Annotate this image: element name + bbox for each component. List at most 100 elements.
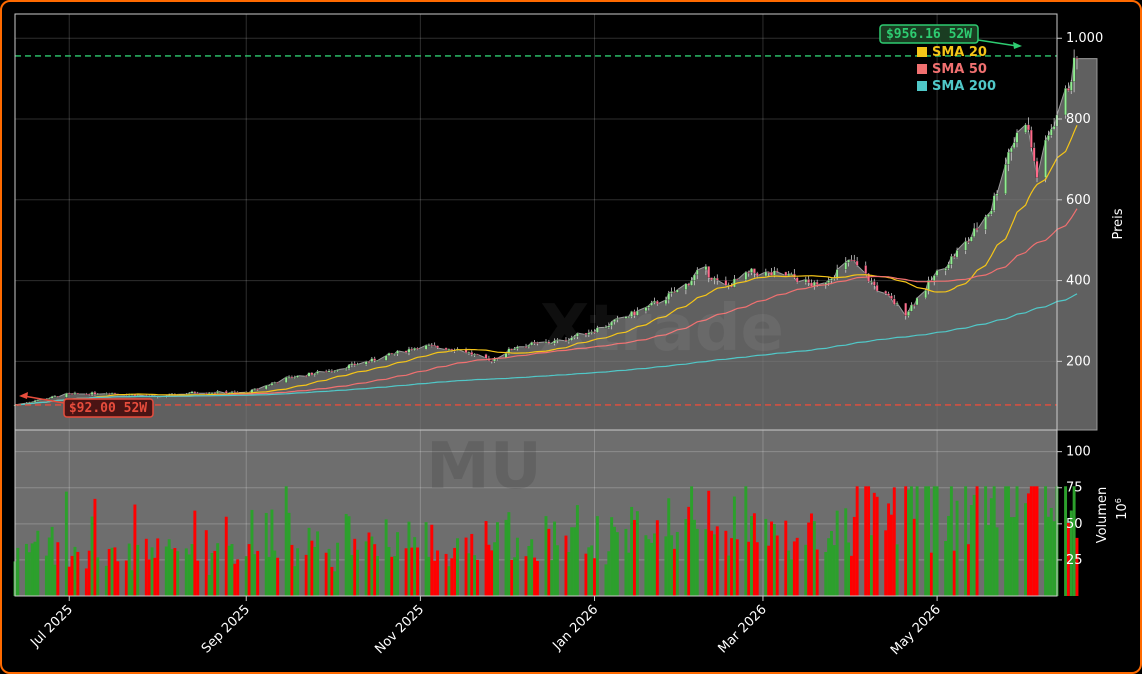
volume-bar [607, 551, 611, 596]
candle-body [436, 345, 439, 349]
candle-body [967, 241, 970, 243]
volume-bar [909, 486, 913, 596]
volume-bar [230, 544, 234, 596]
candle-body [895, 302, 899, 305]
candle-body [887, 293, 890, 296]
candle-body [684, 283, 688, 290]
volume-bar [610, 517, 614, 596]
price-tick-label: 400 [1066, 274, 1091, 289]
candle-body [1029, 129, 1033, 148]
volume-bar [190, 544, 194, 596]
volume-bar [633, 519, 636, 596]
candle-body [524, 346, 528, 348]
candle-body [593, 331, 596, 333]
candle-body [924, 290, 928, 299]
volume-bar [944, 541, 948, 596]
candle-body [852, 259, 856, 262]
candle-body [547, 341, 551, 344]
candle-body [767, 271, 770, 274]
volume-bar [276, 557, 280, 596]
volume-bar [464, 537, 468, 596]
volume-bar [36, 530, 40, 596]
volume-bar [1064, 486, 1068, 596]
candle-body [715, 277, 719, 281]
candle-body [273, 382, 277, 384]
candle-body [755, 272, 759, 277]
volume-bar [724, 530, 728, 596]
candle-body [804, 279, 808, 283]
volume-bar [64, 491, 68, 596]
volume-bar [787, 550, 791, 596]
volume-bar [196, 560, 200, 596]
volume-bar [490, 550, 494, 596]
volume-bar [90, 516, 94, 596]
volume-bar [735, 539, 739, 596]
volume-bar [413, 537, 417, 596]
candle-body [450, 348, 454, 351]
volume-bar [250, 509, 254, 596]
volume-bar [444, 553, 448, 596]
volume-bar [267, 556, 271, 596]
volume-bar [164, 546, 168, 596]
low-52w-arrow [23, 395, 65, 404]
x-tick-label: Jul 2025 [27, 602, 76, 651]
volume-bar [715, 526, 719, 596]
volume-bar [427, 556, 431, 596]
candle-body [944, 268, 947, 271]
candle-body [870, 281, 873, 283]
candle-body [187, 393, 191, 395]
candle-body [73, 392, 77, 395]
volume-bar [524, 556, 528, 596]
candle-body [330, 370, 334, 373]
candle-body [1004, 164, 1007, 195]
annotations: $956.16 52W $92.00 52W [19, 24, 1022, 418]
volume-bar [1072, 486, 1076, 596]
candle-body [256, 388, 259, 390]
candle-body [590, 331, 593, 333]
volume-bar [927, 486, 930, 596]
candle-body [193, 391, 197, 394]
candle-body [664, 299, 668, 305]
volume-bar [290, 544, 294, 596]
candle-body [1010, 147, 1013, 153]
volume-bar [390, 556, 394, 596]
candle-body [650, 302, 653, 306]
volume-bar [975, 486, 979, 596]
volume-bar [627, 552, 631, 596]
volume-bar [384, 519, 388, 596]
volume-bar [867, 486, 871, 596]
volume-bar [624, 528, 628, 596]
volume-bar [912, 518, 916, 596]
candle-body [364, 361, 368, 365]
low-52w-label: $92.00 52W [69, 401, 147, 416]
candle-body [570, 337, 574, 341]
volume-bar [767, 545, 771, 596]
candle-body [390, 353, 394, 355]
volume-bar [935, 486, 939, 596]
candle-body [616, 318, 619, 320]
volume-bar [87, 550, 91, 596]
candle-body [85, 393, 88, 396]
volume-bar [350, 554, 354, 596]
volume-bar [784, 520, 788, 596]
candle-body [105, 393, 108, 395]
volume-bar [473, 555, 477, 596]
volume-bar [370, 536, 374, 596]
candle-body [270, 383, 274, 386]
candle-body [707, 266, 711, 278]
volume-bar [256, 550, 260, 596]
volume-bar [353, 538, 357, 596]
volume-panel-border [14, 429, 1058, 597]
candle-body [196, 392, 200, 395]
candle-body [304, 375, 308, 377]
volume-bar [236, 559, 240, 596]
volume-bar [304, 554, 308, 596]
volume-bar [847, 542, 851, 596]
candle-body [53, 396, 57, 398]
candle-body [995, 193, 999, 196]
candle-body [713, 277, 716, 281]
volume-bar [792, 541, 796, 596]
volume-bar [644, 535, 648, 596]
volume-bar [96, 557, 100, 596]
volume-bar [655, 520, 659, 596]
